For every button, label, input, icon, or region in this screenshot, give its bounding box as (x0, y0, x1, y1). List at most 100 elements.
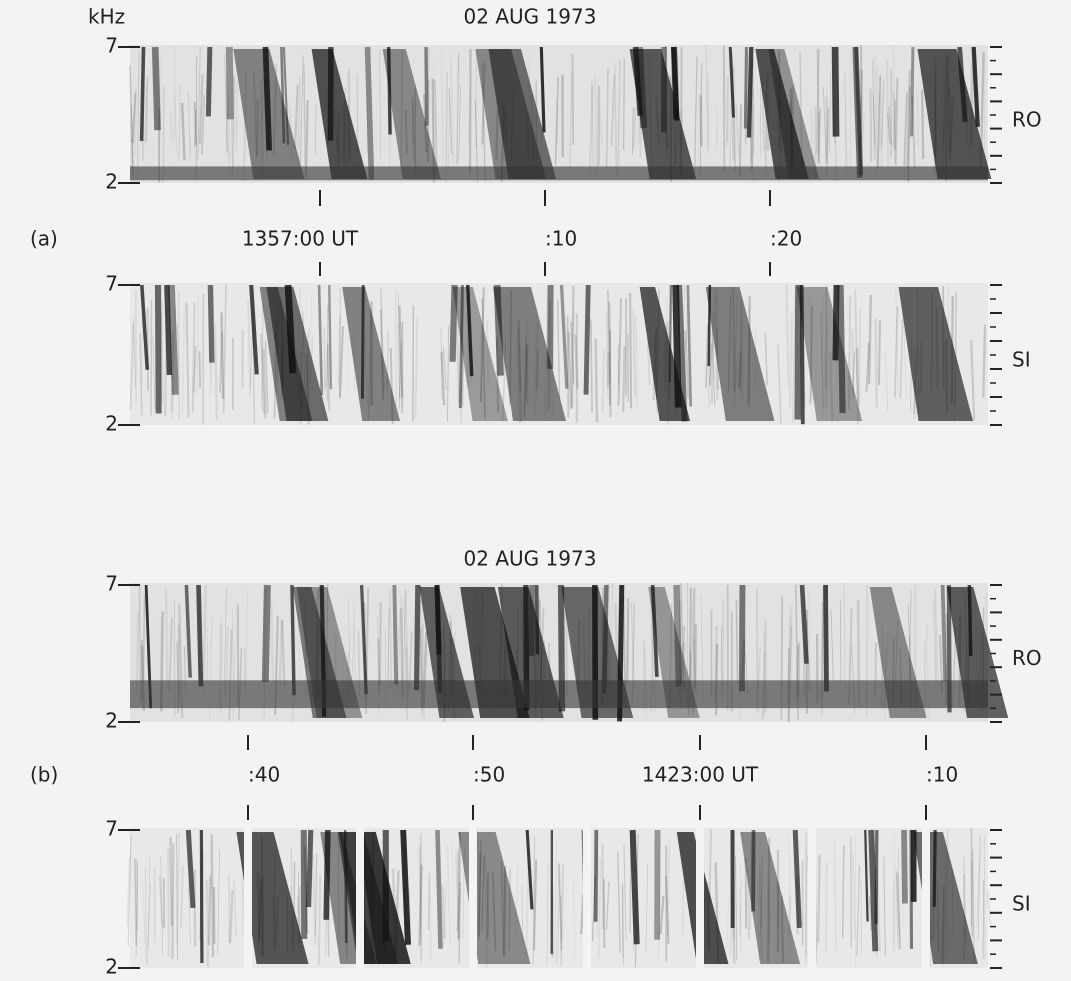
noise-streak (749, 845, 753, 929)
sferic (799, 284, 805, 425)
noise-streak (903, 92, 908, 167)
noise-streak (535, 349, 540, 391)
sferic (290, 584, 296, 696)
noise-streak (560, 895, 563, 967)
noise-streak (594, 338, 599, 423)
noise-streak (605, 67, 609, 168)
sferic (140, 284, 150, 370)
noise-streak (403, 599, 407, 688)
noise-streak (711, 331, 716, 407)
noise-streak (129, 324, 135, 411)
noise-streak (235, 79, 238, 152)
noise-streak (386, 330, 390, 392)
noise-streak (198, 351, 202, 388)
noise-streak (903, 313, 907, 400)
noise-streak (170, 113, 173, 142)
noise-streak (906, 70, 912, 169)
freq-top-label: 7 (105, 34, 118, 58)
noise-streak (555, 865, 561, 964)
noise-streak (131, 92, 137, 143)
sferic (831, 46, 840, 137)
noise-streak (456, 52, 460, 166)
noise-streak (667, 839, 671, 937)
noise-streak (142, 882, 146, 944)
noise-streak (777, 343, 782, 424)
noise-streak (865, 342, 871, 392)
noise-streak (895, 867, 899, 950)
noise-streak (868, 896, 873, 931)
noise-streak (169, 836, 173, 927)
emission (259, 287, 313, 421)
emission (342, 287, 401, 421)
sferic (323, 829, 331, 920)
noise-streak (434, 80, 438, 172)
noise-streak (181, 305, 186, 413)
noise-streak (881, 79, 885, 148)
segment-gap (244, 828, 252, 968)
noise-streak (515, 340, 521, 423)
noise-streak (220, 312, 225, 400)
noise-streak (175, 833, 179, 960)
freq-bottom-label: 2 (105, 412, 118, 436)
noise-streak (877, 92, 881, 166)
noise-streak (722, 599, 725, 688)
noise-streak (187, 881, 191, 946)
sferic (593, 829, 599, 922)
sferic (364, 46, 375, 180)
noise-streak (441, 51, 444, 166)
noise-streak (825, 96, 829, 178)
emission (339, 832, 399, 964)
noise-streak (851, 329, 855, 399)
noise-streak (607, 289, 611, 383)
noise-streak (509, 290, 512, 405)
sferic (792, 829, 802, 928)
noise-streak (843, 583, 846, 691)
noise-streak (602, 879, 606, 948)
freq-bottom-label: 2 (105, 955, 118, 979)
noise-streak (824, 861, 829, 952)
noise-streak (353, 312, 355, 390)
sferic (466, 284, 474, 377)
noise-streak (544, 294, 549, 419)
spectrogram-bg (130, 45, 988, 183)
noise-streak (196, 296, 200, 394)
noise-streak (147, 856, 151, 967)
noise-streak (894, 621, 899, 686)
noise-streak (398, 293, 400, 399)
noise-streak (971, 849, 975, 963)
noise-streak (645, 863, 649, 954)
noise-streak (389, 590, 393, 689)
noise-streak (622, 881, 624, 966)
panel-label: (b) (30, 763, 58, 787)
noise-streak (402, 590, 406, 690)
noise-streak (852, 851, 856, 939)
noise-streak (160, 857, 164, 956)
noise-streak (338, 326, 344, 398)
sferic (262, 46, 273, 151)
noise-streak (872, 95, 876, 146)
noise-streak (514, 864, 519, 936)
sferic (799, 584, 809, 664)
sferic (673, 584, 683, 687)
noise-streak (337, 835, 340, 947)
noise-streak (508, 868, 511, 950)
noise-streak (820, 311, 824, 409)
station-label: SI (1012, 348, 1031, 372)
noise-streak (192, 346, 197, 393)
noise-streak (908, 590, 912, 682)
sferic (743, 46, 748, 129)
noise-streak (596, 79, 598, 178)
noise-streak (461, 343, 465, 407)
noise-streak (574, 333, 579, 389)
noise-streak (760, 855, 763, 928)
noise-streak (380, 309, 384, 401)
noise-streak (145, 867, 147, 965)
noise-streak (614, 102, 618, 175)
noise-streak (174, 93, 177, 154)
noise-streak (167, 849, 170, 958)
noise-streak (817, 854, 821, 943)
noise-streak (885, 59, 890, 168)
noise-streak (869, 88, 873, 162)
noise-streak (230, 69, 234, 156)
